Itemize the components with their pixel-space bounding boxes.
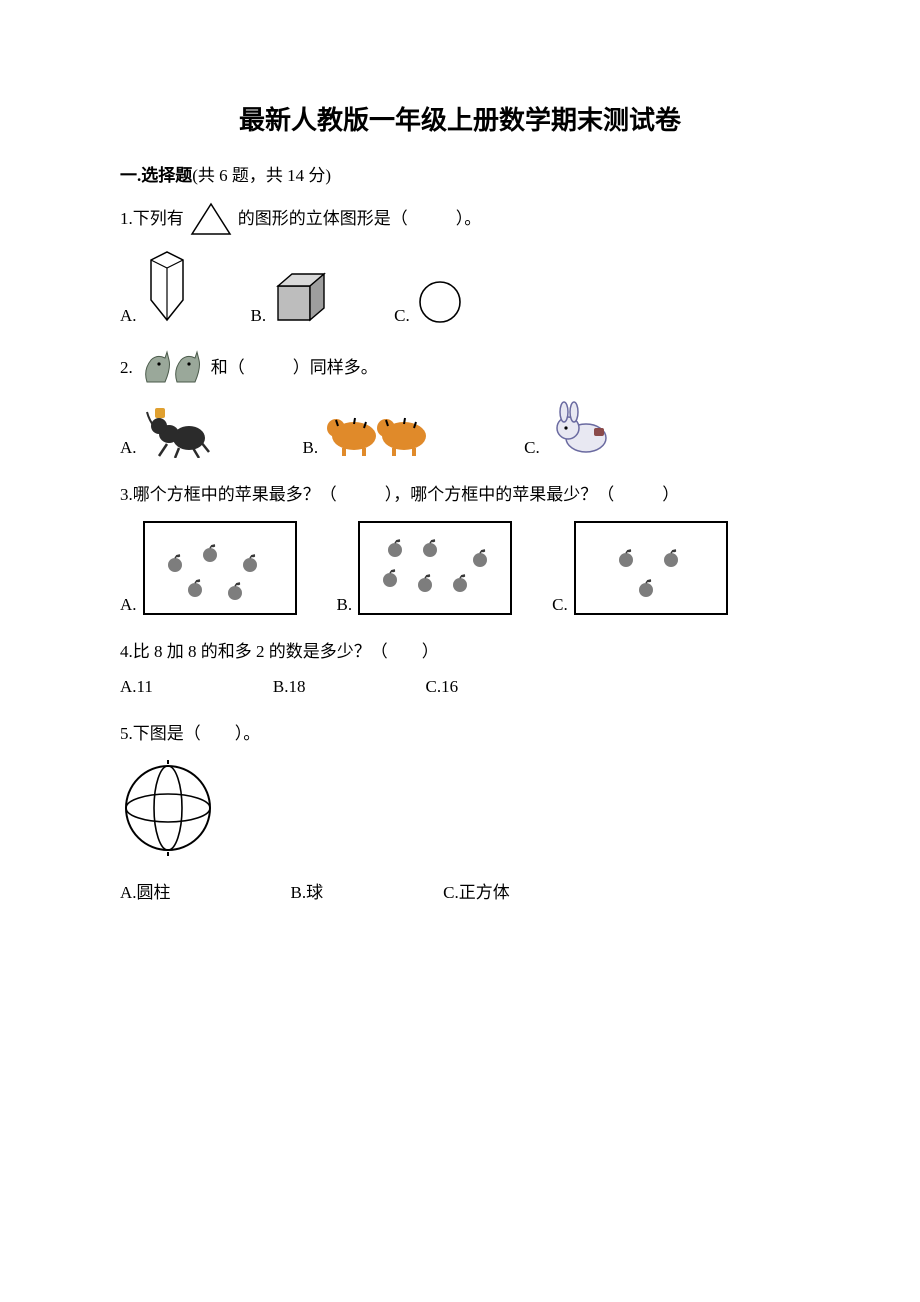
q2-option-b[interactable]: B. xyxy=(303,402,435,458)
apple-icon xyxy=(380,568,400,588)
question-2: 2. 和（ ）同样多。 xyxy=(120,348,800,388)
q3-option-b[interactable]: B. xyxy=(337,521,513,615)
apple-icon xyxy=(185,578,205,598)
q3-text-b: ），哪个方框中的苹果最少？（ xyxy=(385,480,615,511)
q1-A-label: A. xyxy=(120,306,137,326)
cube-icon xyxy=(272,268,334,326)
section-1-heading: 一.选择题(共 6 题，共 14 分) xyxy=(120,161,800,186)
q2-text-c: ）同样多。 xyxy=(293,353,378,384)
q2-A-label: A. xyxy=(120,438,137,458)
q3-options: A. B. C. xyxy=(120,521,800,615)
apple-icon xyxy=(240,553,260,573)
q1-options: A. B. C. xyxy=(120,248,800,326)
section-1-detail: (共 6 题，共 14 分) xyxy=(192,166,331,185)
prism-icon xyxy=(143,248,191,326)
triangle-icon xyxy=(188,200,234,238)
q3-option-c[interactable]: C. xyxy=(552,521,728,615)
section-1-prefix: 一. xyxy=(120,166,141,185)
sphere-icon xyxy=(120,760,800,856)
q3-C-label: C. xyxy=(552,595,568,615)
q2-B-label: B. xyxy=(303,438,319,458)
q2-C-label: C. xyxy=(524,438,540,458)
apple-icon xyxy=(225,581,245,601)
q5-option-a[interactable]: A.圆柱 xyxy=(120,878,171,903)
q4-option-a[interactable]: A.11 xyxy=(120,677,153,697)
apple-box-c xyxy=(574,521,728,615)
q2-option-c[interactable]: C. xyxy=(524,398,616,458)
apple-icon xyxy=(616,548,636,568)
q1-text-c: ）。 xyxy=(456,204,482,235)
q1-text-a: 1.下列有 xyxy=(120,204,184,235)
apple-icon xyxy=(420,538,440,558)
q3-option-a[interactable]: A. xyxy=(120,521,297,615)
q5-option-b[interactable]: B.球 xyxy=(291,878,324,903)
q1-B-label: B. xyxy=(251,306,267,326)
q4-option-b[interactable]: B.18 xyxy=(273,677,306,697)
q4-options: A.11 B.18 C.16 xyxy=(120,677,800,697)
q1-text-b: 的图形的立体图形是（ xyxy=(238,204,408,235)
section-1-label: 选择题 xyxy=(141,166,192,185)
apple-icon xyxy=(415,573,435,593)
q5-options: A.圆柱 B.球 C.正方体 xyxy=(120,878,800,903)
q5-option-c[interactable]: C.正方体 xyxy=(443,878,510,903)
q2-text-a: 2. xyxy=(120,353,133,384)
q1-option-a[interactable]: A. xyxy=(120,248,191,326)
horses-icon xyxy=(137,348,207,388)
apple-box-a xyxy=(143,521,297,615)
apple-icon xyxy=(200,543,220,563)
apple-icon xyxy=(661,548,681,568)
exam-title: 最新人教版一年级上册数学期末测试卷 xyxy=(120,100,800,137)
q2-text-b: 和（ xyxy=(211,353,245,384)
question-5: 5.下图是（ ）。 xyxy=(120,719,800,750)
q2-option-a[interactable]: A. xyxy=(120,398,213,458)
tigers-icon xyxy=(324,402,434,458)
q3-text-c: ） xyxy=(662,480,679,511)
apple-icon xyxy=(636,578,656,598)
q2-options: A. B. xyxy=(120,398,800,458)
apple-icon xyxy=(470,548,490,568)
rabbit-icon xyxy=(546,398,616,458)
apple-icon xyxy=(165,553,185,573)
q1-C-label: C. xyxy=(394,306,410,326)
ant-icon xyxy=(143,398,213,458)
circle-icon xyxy=(416,278,464,326)
q3-B-label: B. xyxy=(337,595,353,615)
q1-option-b[interactable]: B. xyxy=(251,268,335,326)
q3-A-label: A. xyxy=(120,595,137,615)
apple-box-b xyxy=(358,521,512,615)
question-3: 3.哪个方框中的苹果最多？（ ），哪个方框中的苹果最少？（ ） xyxy=(120,480,800,511)
q1-option-c[interactable]: C. xyxy=(394,278,464,326)
question-4: 4.比 8 加 8 的和多 2 的数是多少？（ ） xyxy=(120,637,800,668)
apple-icon xyxy=(385,538,405,558)
q4-option-c[interactable]: C.16 xyxy=(426,677,459,697)
question-1: 1.下列有 的图形的立体图形是（ ）。 xyxy=(120,200,800,238)
q3-text-a: 3.哪个方框中的苹果最多？（ xyxy=(120,480,337,511)
apple-icon xyxy=(450,573,470,593)
